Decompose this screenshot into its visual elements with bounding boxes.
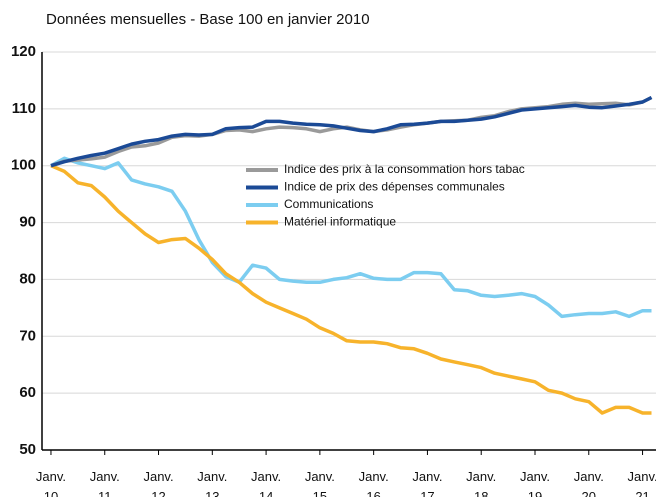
x-tick-label: Janv. 10: [36, 469, 66, 497]
x-tick-label: Janv. 20: [574, 469, 604, 497]
x-tick-label: Janv. 11: [90, 469, 120, 497]
series-line: [50, 156, 652, 319]
y-tick-label: 60: [19, 384, 36, 401]
y-tick-label: 50: [19, 441, 36, 458]
y-tick-label: 80: [19, 270, 36, 287]
x-tick-label: Janv. 14: [251, 469, 281, 497]
x-tick-label: Janv. 12: [143, 469, 173, 497]
x-tick-label: Janv. 21: [628, 469, 656, 497]
x-tick-label: Janv. 18: [466, 469, 496, 497]
series-line: [50, 95, 653, 168]
x-tick-label: Janv. 16: [359, 469, 389, 497]
legend-label: Matériel informatique: [284, 215, 396, 229]
y-tick-label: 110: [12, 100, 36, 117]
x-tick-label: Janv. 13: [197, 469, 227, 497]
y-tick-label: 100: [11, 157, 36, 174]
x-tick-label: Janv. 15: [305, 469, 335, 497]
legend-label: Indice de prix des dépenses communales: [284, 180, 505, 194]
chart-title: Données mensuelles - Base 100 en janvier…: [46, 11, 370, 28]
x-tick-label: Janv. 19: [520, 469, 550, 497]
series-line: [50, 164, 652, 415]
x-tick-label: Janv. 17: [412, 469, 442, 497]
legend-label: Communications: [284, 197, 373, 211]
legend-label: Indice des prix à la consommation hors t…: [284, 162, 525, 176]
y-tick-label: 120: [11, 43, 36, 60]
y-tick-label: 90: [19, 214, 36, 231]
y-tick-label: 70: [19, 327, 36, 344]
